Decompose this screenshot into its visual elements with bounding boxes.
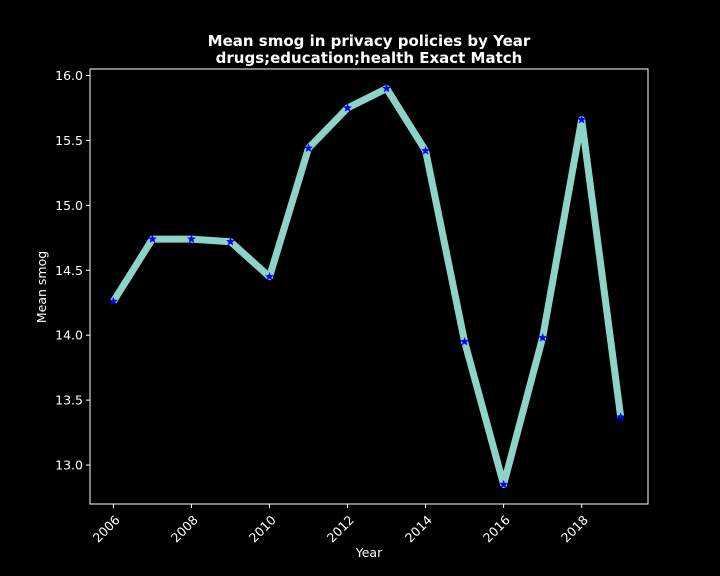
data-point-star-marker [538,333,548,342]
y-tick-label: 16.0 [55,68,83,83]
data-point-star-marker [382,83,392,93]
chart-subtitle: drugs;education;health Exact Match [216,49,523,67]
data-point-star-marker [577,114,587,124]
data-point-star-marker [303,143,314,153]
y-tick-label: 14.5 [55,263,83,278]
y-tick-label: 13.5 [55,393,83,408]
data-point-star-marker [147,234,157,243]
chart-title: Mean smog in privacy policies by Year [208,32,531,50]
data-point-star-marker [225,236,235,246]
data-point-star-marker [421,146,431,155]
plot-frame [89,68,649,505]
data-point-star-marker [343,103,353,112]
data-point-star-marker [264,272,275,281]
y-axis-label: Mean smog [34,251,49,323]
data-point-star-marker [108,296,118,306]
data-point-star-marker [499,479,509,489]
plot-area [108,83,626,489]
y-tick-label: 13.0 [55,458,83,473]
x-axis-label: Year [355,545,383,560]
y-tick-label: 15.5 [55,133,83,148]
y-tick-label: 15.0 [55,198,83,213]
data-point-star-marker [186,234,196,243]
data-point-star-marker [616,412,626,421]
y-axis-ticks: 13.0 13.5 14.0 14.5 15.0 15.5 16.0 [55,68,90,473]
y-tick-label: 14.0 [55,328,83,343]
data-point-star-marker [460,336,470,346]
series-line [110,85,625,488]
